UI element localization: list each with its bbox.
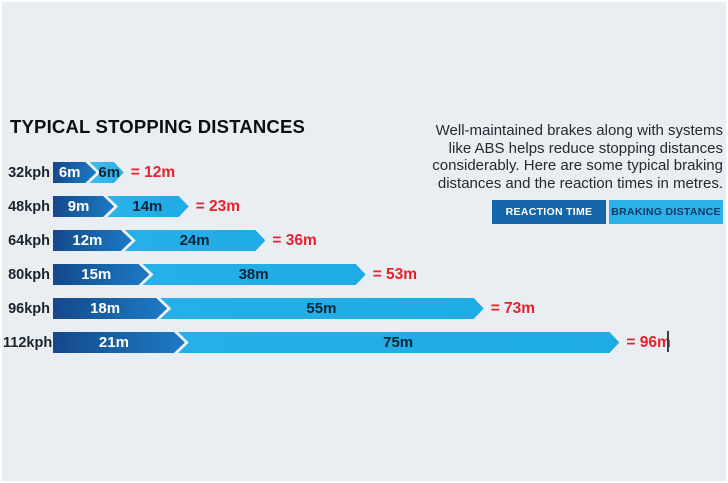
braking-value: 55m [306, 300, 337, 317]
total-value: = 12m [130, 164, 176, 181]
total-value: = 23m [195, 198, 241, 215]
bar-row-96kph: 96kph 18m 55m = 73m [3, 298, 703, 319]
description-panel: Well-maintained brakes along with system… [412, 122, 723, 224]
braking-value: 14m [132, 198, 163, 215]
legend-braking-distance: BRAKING DISTANCE [609, 200, 723, 224]
legend: REACTION TIME BRAKING DISTANCE [412, 200, 723, 224]
description-line: Well-maintained brakes along with system… [435, 122, 723, 139]
bar-row-32kph: 32kph 6m 6m = 12m [3, 162, 703, 183]
reaction-bar [53, 332, 185, 353]
braking-value: 75m [383, 334, 414, 351]
stopping-distance-bar: 9m 14m = 23m [53, 196, 703, 217]
total-value: = 53m [372, 266, 418, 283]
stopping-distance-bar: 12m 24m = 36m [53, 230, 703, 251]
legend-reaction-time: REACTION TIME [492, 200, 606, 224]
total-value: = 36m [272, 232, 317, 249]
reaction-value: 6m [58, 164, 81, 181]
braking-value: 6m [98, 164, 121, 181]
stopping-distance-bar: 15m 38m = 53m [53, 264, 703, 285]
reaction-value: 21m [98, 334, 129, 351]
reaction-bar [53, 264, 150, 285]
cursor-artifact [667, 331, 669, 352]
speed-label: 96kph [8, 300, 50, 317]
reaction-value: 12m [72, 232, 103, 249]
bar-row-48kph: 48kph 9m 14m = 23m [3, 196, 703, 217]
description-line: like ABS helps reduce stopping distances [448, 139, 723, 157]
braking-bar [53, 332, 619, 353]
speed-label: 112kph [3, 334, 53, 351]
bars-area: 32kph 6m 6m = 12m 48kph 9m 14m = 23m [3, 162, 703, 366]
speed-label: 80kph [8, 266, 50, 283]
reaction-bar [53, 230, 132, 251]
stopping-distance-bar: 18m 55m = 73m [53, 298, 703, 319]
speed-label: 64kph [8, 232, 50, 249]
reaction-bar [53, 162, 96, 183]
braking-value: 24m [179, 232, 210, 249]
total-value: = 96m [626, 334, 671, 351]
description-line: distances and the reaction times in metr… [437, 174, 723, 192]
bar-row-112kph: 112kph 21m 75m = 96m [3, 332, 703, 353]
reaction-bar [53, 196, 114, 217]
chart-title: TYPICAL STOPPING DISTANCES [10, 116, 306, 137]
total-value: = 73m [490, 300, 536, 317]
braking-value: 38m [238, 266, 269, 283]
bar-row-80kph: 80kph 15m 38m = 53m [3, 264, 703, 285]
reaction-value: 18m [90, 300, 121, 317]
speed-label: 48kph [8, 198, 50, 215]
bar-row-64kph: 64kph 12m 24m = 36m [3, 230, 703, 251]
reaction-bar [53, 298, 167, 319]
speed-label: 32kph [8, 164, 50, 181]
description-line: considerably. Here are some typical brak… [432, 157, 723, 174]
stopping-distance-bar: 21m 75m = 96m [53, 332, 703, 353]
reaction-value: 9m [67, 198, 90, 215]
reaction-value: 15m [81, 266, 112, 283]
stopping-distance-bar: 6m 6m = 12m [53, 162, 703, 183]
description-text: Well-maintained brakes along with system… [412, 122, 723, 192]
